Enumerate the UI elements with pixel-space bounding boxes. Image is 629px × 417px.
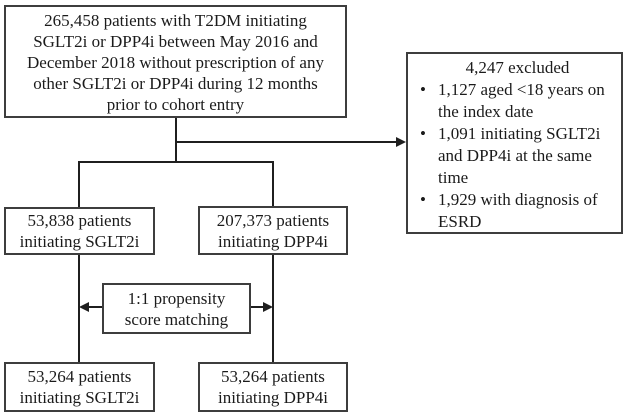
excluded-box: 4,247 excluded • 1,127 aged <18 years on… bbox=[406, 52, 623, 234]
arrowhead-matching-right-icon bbox=[263, 302, 273, 312]
connector-cohort-down bbox=[175, 118, 177, 163]
matched-dpp4i-box: 53,264 patients initiating DPP4i bbox=[198, 362, 348, 412]
connector-to-excluded bbox=[176, 141, 397, 143]
matched-sglt2i-box: 53,264 patients initiating SGLT2i bbox=[4, 362, 155, 412]
cohort-line: other SGLT2i or DPP4i during 12 months bbox=[33, 74, 318, 93]
connector-branch-left bbox=[78, 161, 80, 207]
dpp4i-line: initiating DPP4i bbox=[217, 231, 329, 251]
connector-matching-left bbox=[88, 306, 102, 308]
cohort-box: 265,458 patients with T2DM initiating SG… bbox=[4, 5, 347, 118]
sglt2i-line: initiating SGLT2i bbox=[19, 232, 140, 251]
dpp4i-initiators-box: 207,373 patients initiating DPP4i bbox=[198, 206, 348, 255]
excluded-item-text: 1,091 initiating SGLT2i and DPP4i at the… bbox=[438, 124, 601, 187]
matched-dpp4i-line: 53,264 patients bbox=[221, 367, 325, 386]
dpp4i-line: 207,373 patients bbox=[216, 210, 330, 230]
bullet-icon: • bbox=[420, 124, 426, 143]
excluded-item-text: 1,127 aged <18 years on the index date bbox=[438, 80, 605, 121]
excluded-item: • 1,127 aged <18 years on the index date bbox=[419, 79, 616, 123]
connector-dpp4i-to-matched bbox=[272, 255, 274, 362]
matched-sglt2i-line: 53,264 patients bbox=[27, 367, 132, 386]
bullet-icon: • bbox=[420, 80, 426, 99]
sglt2i-line: 53,838 patients bbox=[27, 211, 132, 230]
connector-branch-right bbox=[272, 161, 274, 206]
cohort-line: SGLT2i or DPP4i between May 2016 and bbox=[33, 32, 318, 51]
bullet-icon: • bbox=[420, 190, 426, 209]
matched-sglt2i-line: initiating SGLT2i bbox=[19, 388, 140, 407]
cohort-line: December 2018 without prescription of an… bbox=[27, 53, 324, 72]
matching-line: score matching bbox=[124, 309, 229, 329]
connector-branch bbox=[78, 161, 274, 163]
matching-line: 1:1 propensity bbox=[127, 288, 226, 308]
excluded-title: 4,247 excluded bbox=[465, 58, 570, 77]
cohort-line: 265,458 patients with T2DM initiating bbox=[44, 11, 307, 30]
excluded-item: • 1,091 initiating SGLT2i and DPP4i at t… bbox=[419, 123, 616, 189]
arrowhead-matching-left-icon bbox=[79, 302, 89, 312]
sglt2i-initiators-box: 53,838 patients initiating SGLT2i bbox=[4, 207, 155, 255]
excluded-item-text: 1,929 with diagnosis of ESRD bbox=[438, 190, 598, 231]
connector-matching-right bbox=[251, 306, 264, 308]
matched-dpp4i-line: initiating DPP4i bbox=[217, 388, 329, 407]
propensity-matching-box: 1:1 propensity score matching bbox=[102, 283, 251, 334]
excluded-item: • 1,929 with diagnosis of ESRD bbox=[419, 189, 616, 233]
arrowhead-excluded-icon bbox=[396, 137, 406, 147]
excluded-list: • 1,127 aged <18 years on the index date… bbox=[419, 79, 616, 233]
cohort-line: prior to cohort entry bbox=[106, 95, 245, 114]
